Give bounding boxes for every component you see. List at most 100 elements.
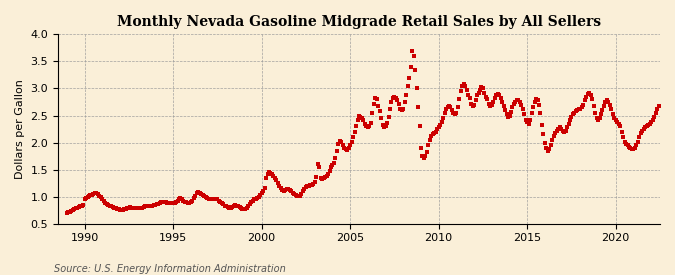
Point	[587, 97, 597, 101]
Point	[610, 118, 621, 122]
Point	[162, 200, 173, 205]
Point	[408, 54, 419, 58]
Point	[113, 207, 124, 211]
Point	[306, 183, 317, 187]
Point	[261, 175, 271, 180]
Point	[467, 104, 478, 108]
Point	[559, 130, 570, 134]
Point	[275, 186, 286, 190]
Point	[252, 196, 263, 200]
Point	[110, 206, 121, 210]
Point	[423, 143, 434, 147]
Point	[254, 193, 265, 197]
Point	[604, 103, 615, 107]
Point	[222, 205, 233, 209]
Point	[280, 188, 291, 192]
Point	[572, 108, 583, 112]
Point	[146, 204, 157, 208]
Point	[389, 94, 400, 99]
Point	[531, 97, 541, 101]
Point	[351, 124, 362, 128]
Point	[64, 210, 75, 214]
Point	[643, 123, 653, 128]
Point	[151, 202, 162, 207]
Point	[599, 104, 610, 108]
Point	[634, 135, 645, 139]
Point	[608, 112, 618, 117]
Point	[177, 197, 188, 202]
Point	[385, 107, 396, 111]
Point	[651, 107, 662, 111]
Point	[346, 139, 357, 144]
Point	[104, 204, 115, 208]
Point	[219, 204, 230, 208]
Point	[538, 132, 549, 137]
Point	[264, 170, 275, 174]
Point	[324, 169, 335, 173]
Point	[156, 200, 167, 204]
Point	[300, 185, 311, 189]
Point	[267, 172, 277, 176]
Point	[365, 120, 376, 125]
Point	[476, 85, 487, 90]
Point	[142, 204, 153, 209]
Point	[321, 174, 332, 178]
Point	[532, 98, 543, 103]
Point	[338, 143, 348, 147]
Point	[243, 204, 254, 209]
Point	[240, 207, 251, 211]
Point	[412, 105, 423, 110]
Point	[436, 120, 447, 124]
Point	[508, 101, 519, 106]
Point	[568, 112, 578, 117]
Point	[101, 202, 112, 207]
Point	[504, 113, 515, 118]
Point	[237, 207, 248, 211]
Point	[373, 104, 383, 108]
Point	[194, 191, 205, 195]
Point	[103, 203, 113, 208]
Point	[639, 127, 649, 131]
Point	[624, 145, 634, 149]
Point	[231, 204, 242, 208]
Point	[273, 181, 284, 185]
Point	[186, 200, 196, 204]
Point	[447, 108, 458, 112]
Point	[630, 146, 641, 150]
Point	[497, 100, 508, 104]
Point	[221, 204, 232, 209]
Point	[612, 120, 622, 124]
Point	[560, 128, 571, 133]
Point	[548, 134, 559, 138]
Point	[253, 194, 264, 199]
Point	[395, 107, 406, 111]
Point	[246, 199, 256, 204]
Point	[308, 182, 319, 186]
Point	[94, 194, 105, 198]
Point	[155, 201, 165, 205]
Point	[132, 206, 143, 210]
Point	[425, 138, 435, 142]
Point	[376, 116, 387, 120]
Point	[228, 204, 239, 208]
Point	[167, 201, 178, 205]
Point	[130, 206, 140, 210]
Point	[159, 199, 169, 204]
Point	[334, 139, 345, 143]
Point	[140, 204, 151, 209]
Point	[452, 105, 463, 110]
Point	[603, 100, 614, 104]
Point	[349, 130, 360, 134]
Point	[641, 124, 652, 128]
Point	[442, 105, 453, 110]
Point	[520, 118, 531, 122]
Point	[206, 197, 217, 202]
Point	[554, 125, 565, 130]
Point	[163, 200, 174, 205]
Point	[325, 165, 336, 169]
Point	[487, 103, 497, 107]
Point	[227, 205, 238, 209]
Point	[600, 100, 611, 104]
Point	[644, 122, 655, 126]
Point	[345, 143, 356, 147]
